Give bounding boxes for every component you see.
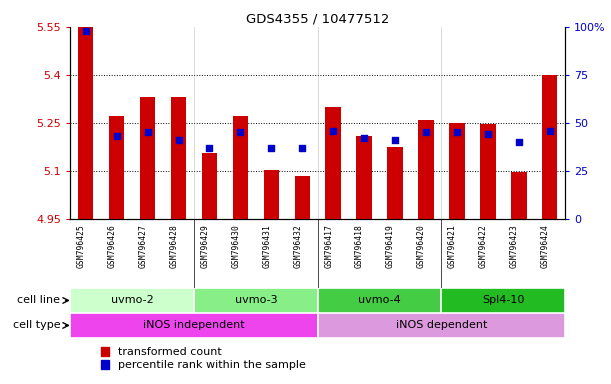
Bar (171, 97, 186, 219)
Bar (109, 116, 125, 219)
Point (452, 129, 462, 136)
Text: GSM796429: GSM796429 (200, 224, 210, 268)
Text: GSM796430: GSM796430 (232, 224, 240, 268)
Bar (480, 124, 496, 219)
Bar (318, 288, 442, 313)
Text: GSM796423: GSM796423 (510, 224, 519, 268)
Text: GSM796424: GSM796424 (541, 224, 550, 268)
Text: GSM796428: GSM796428 (169, 224, 178, 268)
Point (81, 28, 90, 34)
Bar (295, 176, 310, 219)
Bar (356, 136, 372, 219)
Point (235, 129, 245, 136)
Text: GSM796419: GSM796419 (386, 224, 395, 268)
Bar (78, 27, 93, 219)
Bar (233, 116, 248, 219)
Text: GSM796420: GSM796420 (417, 224, 426, 268)
Point (298, 145, 307, 151)
Text: uvmo-4: uvmo-4 (358, 295, 401, 306)
Bar (542, 75, 557, 219)
Point (514, 139, 524, 145)
Bar (387, 147, 403, 219)
Point (328, 127, 338, 134)
Point (483, 131, 492, 137)
Bar (194, 288, 318, 313)
Bar (442, 288, 565, 313)
Bar (511, 172, 527, 219)
Text: iNOS dependent: iNOS dependent (396, 320, 487, 331)
Text: GSM796421: GSM796421 (448, 224, 457, 268)
Bar (202, 153, 217, 219)
Text: cell line: cell line (17, 295, 60, 306)
Point (545, 127, 555, 134)
Title: GDS4355 / 10477512: GDS4355 / 10477512 (246, 13, 389, 26)
Point (205, 145, 214, 151)
Text: GSM796431: GSM796431 (262, 224, 271, 268)
Point (390, 137, 400, 143)
Legend: transformed count, percentile rank within the sample: transformed count, percentile rank withi… (101, 347, 306, 370)
Bar (140, 97, 155, 219)
Text: GSM796425: GSM796425 (77, 224, 86, 268)
Text: Spl4-10: Spl4-10 (482, 295, 524, 306)
Text: iNOS independent: iNOS independent (143, 320, 245, 331)
Point (112, 133, 122, 139)
Bar (326, 107, 341, 219)
Point (266, 145, 276, 151)
Point (143, 129, 153, 136)
Text: GSM796432: GSM796432 (293, 224, 302, 268)
Point (421, 129, 431, 136)
Bar (70, 288, 194, 313)
Text: GSM796422: GSM796422 (479, 224, 488, 268)
Bar (263, 170, 279, 219)
Text: GSM796426: GSM796426 (108, 224, 117, 268)
Text: GSM796427: GSM796427 (139, 224, 148, 268)
Point (359, 135, 369, 141)
Text: uvmo-3: uvmo-3 (235, 295, 277, 306)
Text: GSM796417: GSM796417 (324, 224, 333, 268)
Text: cell type: cell type (13, 320, 60, 331)
Point (174, 137, 183, 143)
Text: GSM796418: GSM796418 (355, 224, 364, 268)
Bar (318, 313, 565, 338)
Bar (419, 120, 434, 219)
Bar (70, 313, 318, 338)
Bar (449, 123, 464, 219)
Text: uvmo-2: uvmo-2 (111, 295, 153, 306)
